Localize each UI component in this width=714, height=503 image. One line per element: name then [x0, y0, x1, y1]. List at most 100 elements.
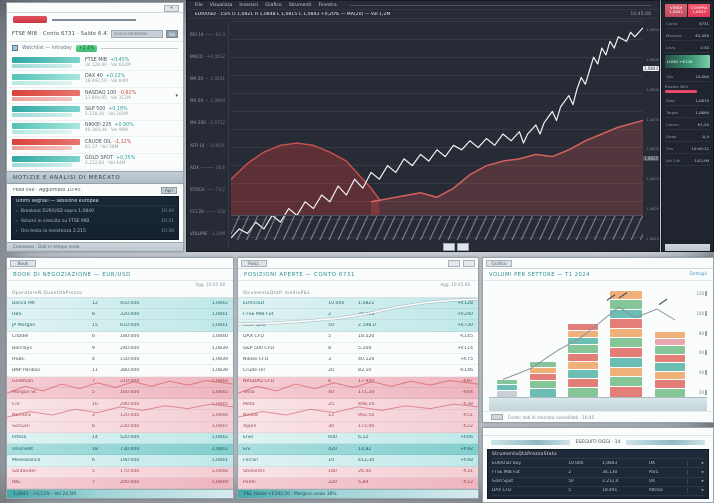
signal-row[interactable]: › Oro testa la resistenza 2.215 10:38 [16, 227, 174, 237]
table-row[interactable]: BNP Paribas 11 380.000 1,0838 [7, 365, 233, 377]
bar-chart-plot[interactable]: 120 100 80 60 40 20 [489, 283, 707, 411]
signal-row[interactable]: › Breakout EUR/USD sopra 1,0840 10:44 [16, 206, 174, 216]
order-field[interactable]: Comm. €1,20 [665, 118, 710, 130]
row-expand-icon[interactable]: ▸ [687, 479, 704, 485]
table-row[interactable]: Goldman 7 210.000 1,0844 [7, 376, 233, 388]
table-row[interactable]: JP Morgan 15 610.000 1,0841 [7, 320, 233, 332]
table-row[interactable]: Crude Oil 20 82,10 -€146 [238, 365, 478, 377]
watchlist-item[interactable]: S&P 500 +0,18% 5.218,30 · Vol 201M [7, 104, 183, 121]
table-row[interactable]: UBS 8 320.000 1,0841 [7, 309, 233, 321]
table-row[interactable]: Pirelli 220 5,84 -€12 [238, 477, 478, 489]
table-row[interactable]: Banca IMI 12 450.000 1,0842 [7, 298, 233, 310]
order-field[interactable]: Conto 6731 [665, 17, 710, 29]
table-row[interactable]: Apple 30 172,40 -€22 [238, 421, 478, 433]
table-row[interactable]: EUR/USD Buy 10.000 1,0843 OK ▸ [492, 459, 704, 469]
panel-control-button[interactable] [463, 260, 475, 267]
panel-control-button[interactable] [448, 260, 460, 267]
order-field[interactable]: Swap -0,4 [665, 130, 710, 142]
chart-plot-area[interactable] [231, 21, 643, 247]
stacked-bar[interactable] [497, 380, 518, 397]
menu-item[interactable]: Grafico [265, 2, 282, 8]
table-row[interactable]: Citi 10 290.000 1,0845 [7, 399, 233, 411]
order-field[interactable]: Margine €2.450 [665, 29, 710, 41]
stacked-bar[interactable] [529, 362, 556, 397]
order-field[interactable]: Leva 1:30 [665, 41, 710, 53]
table-row[interactable]: EUR/USD 10.000 1,0821 +€128 [238, 298, 478, 310]
table-row[interactable]: Nikkei CFD 3 40.120 +€75 [238, 354, 478, 366]
table-row[interactable]: Citadel 6 180.000 1,0840 [7, 332, 233, 343]
table-row[interactable]: Santander 5 170.000 1,0848 [7, 466, 233, 478]
stacked-bar[interactable] [567, 324, 598, 397]
table-row[interactable]: Eni 420 14,82 +€92 [238, 444, 478, 456]
menu-item[interactable]: File [195, 2, 203, 8]
indicator-row[interactable]: ATR 14 0,0021 [190, 134, 225, 156]
stacked-bar[interactable] [610, 291, 643, 397]
table-row[interactable]: Ferrari 10 412,30 +€48 [238, 455, 478, 467]
panel-tab[interactable]: Posiz. [241, 260, 267, 267]
panel-tab[interactable]: Book [10, 260, 36, 267]
table-row[interactable]: Stellantis 180 26,40 -€31 [238, 466, 478, 478]
buy-button[interactable]: COMPRA 1,0843 [688, 4, 710, 17]
chevron-down-icon[interactable]: ▾ [175, 92, 178, 99]
table-row[interactable]: Intesa 14 520.000 1,0842 [7, 432, 233, 445]
table-row[interactable]: FTSE MIB Fut 2 34.130 Parz. ▸ [492, 468, 704, 478]
table-row[interactable]: Tesla 40 171,20 -€64 [238, 387, 478, 400]
sell-button[interactable]: VENDI 1,0841 [665, 4, 687, 17]
row-expand-icon[interactable]: ▸ [687, 460, 704, 466]
table-row[interactable]: S&P 500 CFD 8 5.204 +€114 [238, 343, 478, 355]
watchlist-item[interactable]: DAX 40 +0,22% 18.492,10 · Vol 84M [7, 71, 183, 88]
table-row[interactable]: FTSE MIB Fut 2 34.010 +€240 [238, 309, 478, 321]
table-row[interactable]: Nvidia 12 902,50 -€51 [238, 410, 478, 422]
table-row[interactable]: Gold Spot 50 2.212,4 OK ▸ [492, 478, 704, 487]
table-row[interactable]: Barclays 9 240.000 1,0839 [7, 343, 233, 355]
watchlist-item[interactable]: NIKKEI 225 +0,90% 40.369,44 · Vol 96M [7, 121, 183, 138]
order-field[interactable]: Vol 24h 142,5M [665, 154, 710, 166]
menu-item[interactable]: Inserisci [239, 2, 259, 8]
indicator-row[interactable]: MA 200 1,0712 [190, 112, 225, 134]
menu-item[interactable]: Visualizza [209, 2, 233, 8]
indicator-row[interactable]: RSI 14 62,4 [190, 23, 225, 45]
order-field[interactable]: Ora 10:45:12 [665, 142, 710, 154]
open-feed-button[interactable]: Apri [161, 186, 177, 194]
panel-collapse-tab[interactable]: ▾ [164, 5, 179, 12]
search-input[interactable] [111, 29, 163, 38]
indicator-row[interactable]: MACD +0,0012 [190, 45, 225, 67]
order-field[interactable]: Target 1,0890 [665, 106, 710, 118]
menu-item[interactable]: Strumenti [288, 2, 312, 8]
indicator-row[interactable]: CCI 20 118 [190, 201, 225, 223]
table-row[interactable]: Gold Spot 50 2.198,0 +€730 [238, 320, 478, 332]
quantity-field[interactable]: Qtà 10.000 [665, 70, 710, 82]
table-row[interactable]: Morgan St. 5 160.000 1,0845 [7, 387, 233, 400]
indicator-row[interactable]: VOLUME 1,24M [190, 223, 225, 245]
table-row[interactable]: Meta 25 498,10 -€38 [238, 399, 478, 411]
stacked-bar[interactable] [654, 332, 685, 397]
table-row[interactable]: Unicredit 18 730.000 1,0842 [7, 444, 233, 456]
details-link[interactable]: Dettagli [689, 272, 707, 277]
table-row[interactable]: Nomura 3 120.000 1,0846 [7, 410, 233, 422]
indicator-row[interactable]: ADX 28,6 [190, 156, 225, 178]
position-highlight[interactable]: LONG +€128 [665, 55, 710, 68]
watchlist-item[interactable]: NASDAQ 100 -0,61% 17.804,95 · Vol 312M ▾ [7, 88, 183, 105]
table-row[interactable]: HSBC 4 150.000 1,0839 [7, 354, 233, 366]
watchlist-item[interactable]: CRUDE OIL -1,12% 81,37 · Vol 58M [7, 137, 183, 154]
signal-row[interactable]: › Volumi in crescita su FTSE MIB 10:41 [16, 216, 174, 226]
panel-tab[interactable]: Grafico [486, 260, 512, 267]
table-row[interactable]: ING 7 200.000 1,0849 [7, 477, 233, 489]
table-row[interactable]: SocGen 8 230.000 1,0847 [7, 421, 233, 433]
table-row[interactable]: Enel 600 6,12 +€66 [238, 432, 478, 445]
watchlist-item[interactable]: GOLD SPOT +0,35% 2.212,60 · Vol 44M [7, 154, 183, 170]
table-row[interactable]: NASDAQ CFD 6 17.950 -€87 [238, 376, 478, 388]
chart-control-button[interactable] [443, 243, 455, 251]
row-expand-icon[interactable]: ▸ [687, 488, 704, 494]
row-expand-icon[interactable]: ▸ [687, 469, 704, 475]
table-row[interactable]: DAX CFD 5 18.491 Attesa ▸ [492, 487, 704, 496]
watchlist-item[interactable]: FTSE MIB +0,45% 34.128,40 · Vol 612M [7, 55, 183, 72]
order-field[interactable]: Stop 1,0815 [665, 94, 710, 106]
search-button[interactable]: Vai [166, 29, 178, 38]
table-row[interactable]: DAX CFD 5 18.520 -€145 [238, 332, 478, 343]
checkbox-icon[interactable] [12, 45, 18, 51]
indicator-row[interactable]: MA 20 1,0831 [190, 67, 225, 89]
chart-control-button[interactable] [457, 243, 469, 251]
indicator-row[interactable]: MA 50 1,0804 [190, 90, 225, 112]
menu-item[interactable]: Finestra [318, 2, 337, 8]
